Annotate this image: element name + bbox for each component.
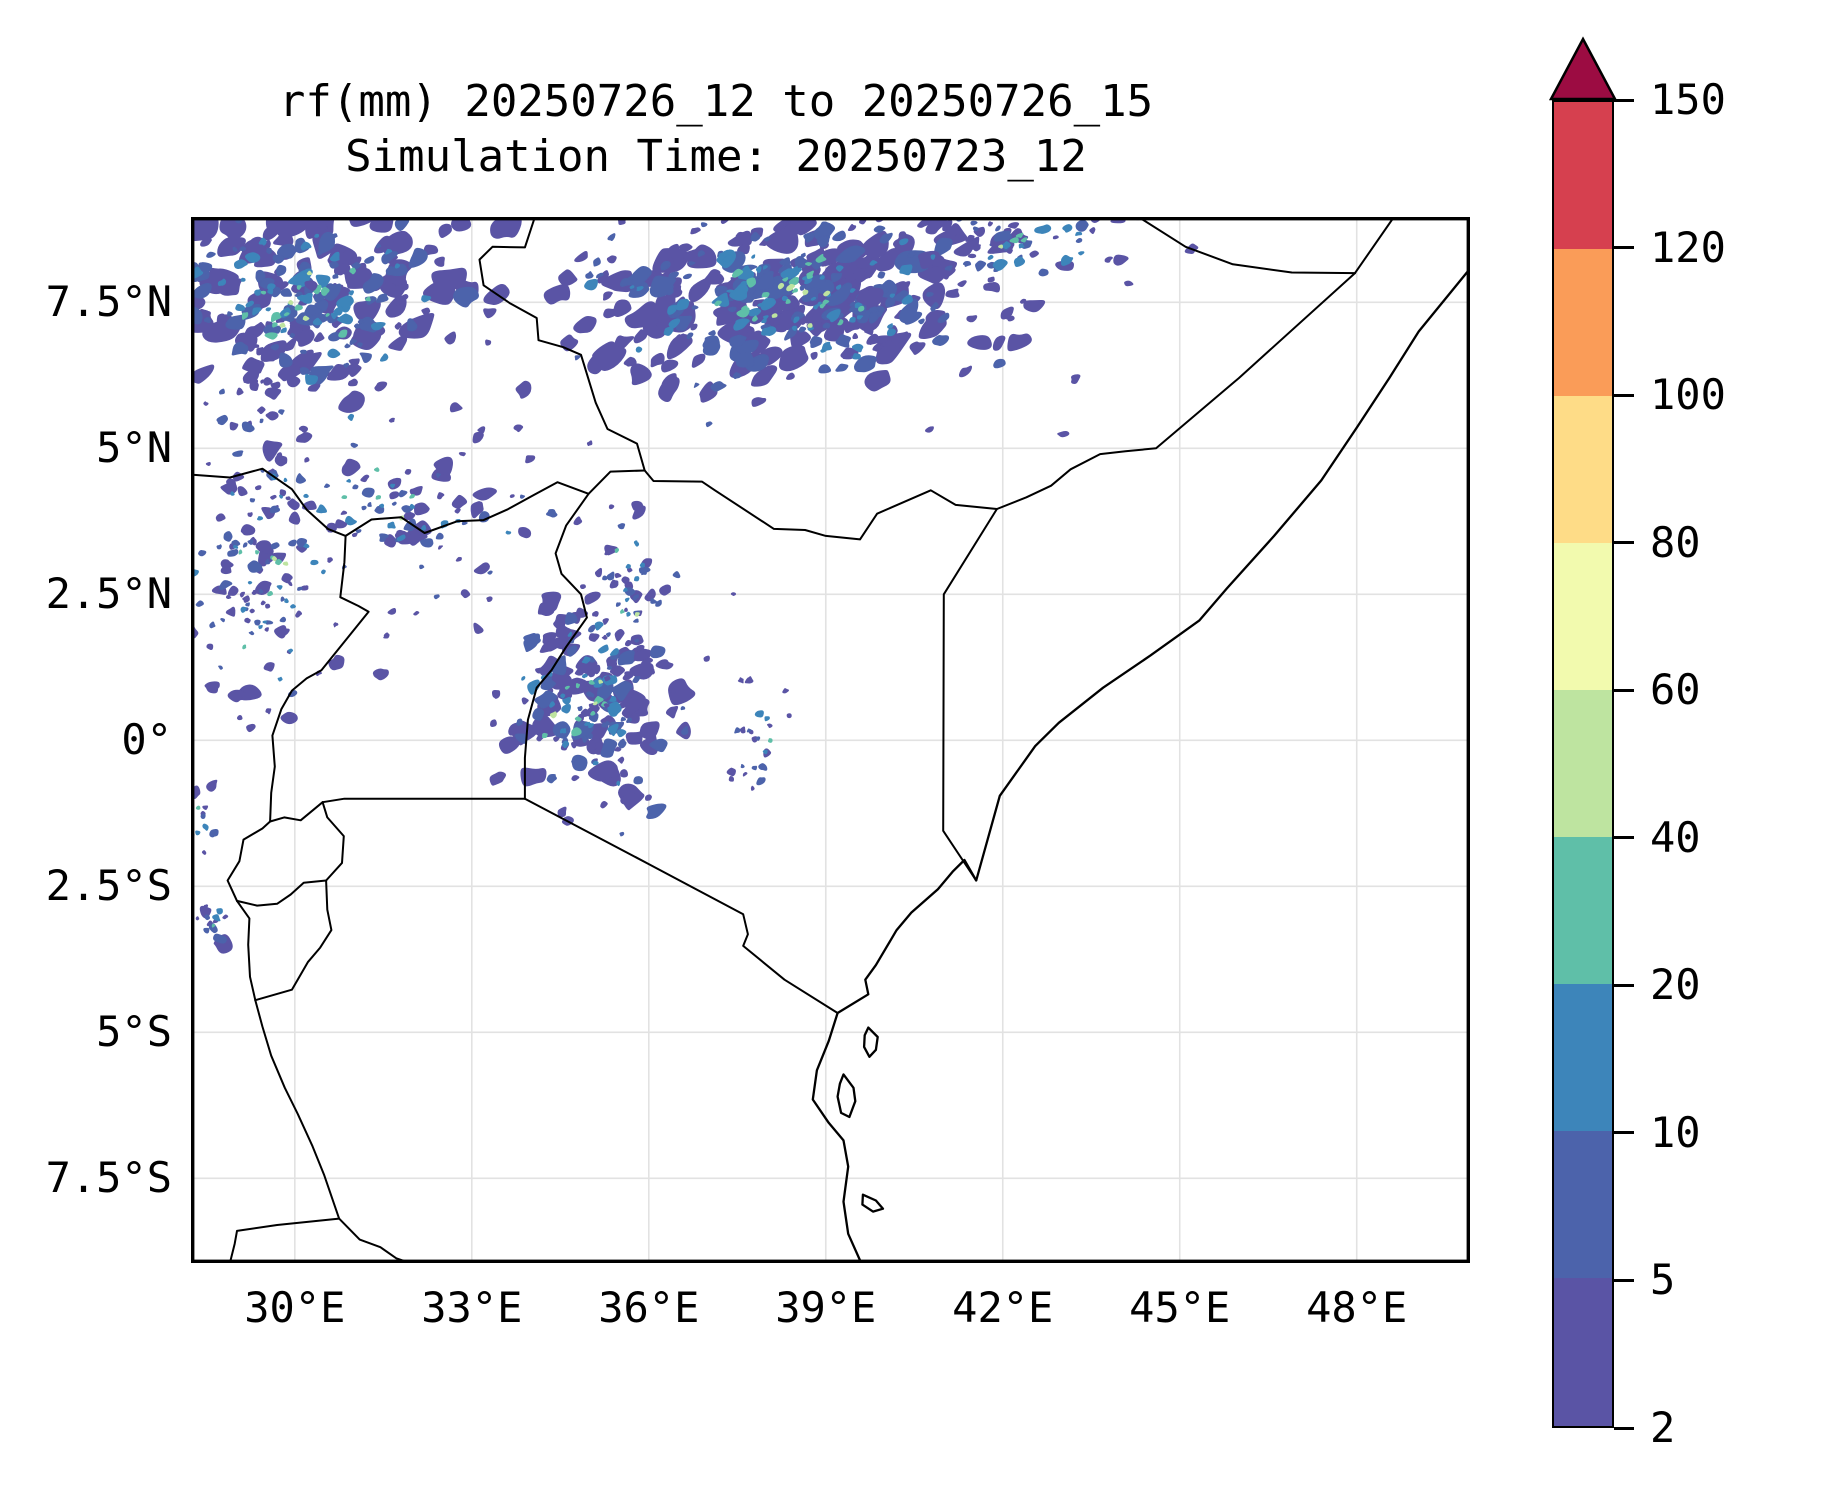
graticule: [191, 217, 1470, 1263]
y-tick-label: 5°N: [96, 423, 172, 473]
colorbar-segment: [1554, 543, 1612, 691]
colorbar-tickmark: [1614, 98, 1634, 102]
plot-title: rf(mm) 20250726_12 to 20250726_15 Simula…: [279, 74, 1153, 184]
colorbar-tick-label: 120: [1650, 222, 1726, 272]
x-tick-label: 36°E: [598, 1283, 700, 1332]
x-tick-label: 48°E: [1306, 1283, 1408, 1332]
map-panel: [191, 217, 1470, 1263]
rainfall-field: [191, 217, 1199, 954]
colorbar-segment: [1554, 249, 1612, 397]
y-tick-label: 0°: [121, 715, 172, 765]
colorbar-segment: [1554, 984, 1612, 1132]
x-tick-label: 42°E: [952, 1283, 1054, 1332]
colorbar-segment: [1554, 1278, 1612, 1426]
country-border: [228, 1217, 341, 1263]
country-border: [236, 899, 257, 1002]
map-frame: [191, 217, 1470, 1263]
colorbar-tick-label: 80: [1650, 517, 1701, 567]
colorbar-tickmark: [1614, 983, 1634, 987]
colorbar-tick-label: 60: [1650, 665, 1701, 715]
colorbar-tickmark: [1614, 541, 1634, 545]
title-line-1: rf(mm) 20250726_12 to 20250726_15: [278, 76, 1154, 127]
country-border: [523, 797, 839, 1014]
country-border: [254, 999, 341, 1220]
island-outline: [862, 1026, 879, 1058]
x-tick-label: 45°E: [1129, 1283, 1231, 1332]
country-border: [643, 469, 998, 541]
country-border: [995, 272, 1356, 510]
colorbar-tickmark: [1614, 1131, 1634, 1135]
colorbar-tick-label: 40: [1650, 812, 1701, 862]
colorbar-extend-arrow: [1548, 36, 1618, 101]
country-border: [254, 879, 333, 1002]
country-border: [269, 534, 370, 823]
country-border: [191, 467, 646, 537]
colorbar-tick-label: 5: [1650, 1255, 1676, 1305]
colorbar-tickmark: [1614, 836, 1634, 840]
colorbar-tick-label: 150: [1650, 75, 1726, 124]
map-canvas: [191, 217, 1470, 1263]
y-tick-label: 5°S: [96, 1007, 172, 1057]
country-border: [942, 508, 998, 882]
colorbar-tickmark: [1614, 246, 1634, 250]
country-border: [478, 217, 646, 472]
country-border: [1354, 217, 1395, 275]
country-border: [1137, 217, 1356, 275]
colorbar-bar: [1552, 100, 1614, 1428]
country-border: [269, 801, 324, 823]
colorbar-tick-label: 10: [1650, 1107, 1701, 1157]
island-outline: [836, 1073, 857, 1119]
colorbar-tickmark: [1614, 393, 1634, 397]
y-tick-label: 2.5°N: [45, 569, 172, 619]
colorbar-tick-label: 100: [1650, 370, 1726, 420]
country-border: [523, 492, 590, 800]
colorbar-segment: [1554, 837, 1612, 985]
country-borders: [191, 217, 1395, 1263]
colorbar-segment: [1554, 102, 1612, 250]
colorbar-segment: [1554, 1131, 1612, 1279]
colorbar-segment: [1554, 690, 1612, 838]
y-tick-label: 2.5°S: [45, 861, 172, 911]
colorbar-segment: [1554, 396, 1612, 544]
coastline: [811, 269, 1470, 1263]
x-tick-label: 30°E: [244, 1283, 346, 1332]
island-outline: [861, 1193, 885, 1213]
title-line-2: Simulation Time: 20250723_12: [345, 131, 1087, 182]
colorbar-tick-label: 20: [1650, 960, 1701, 1010]
colorbar-tick-label: 2: [1650, 1403, 1676, 1452]
x-tick-label: 39°E: [775, 1283, 877, 1332]
y-tick-label: 7.5°N: [45, 277, 172, 327]
colorbar-tickmark: [1614, 688, 1634, 692]
colorbar-tickmark: [1614, 1426, 1634, 1430]
x-tick-label: 33°E: [421, 1283, 523, 1332]
y-tick-label: 7.5°S: [45, 1153, 172, 1203]
country-border: [236, 879, 328, 907]
colorbar-tickmark: [1614, 1278, 1634, 1282]
country-border: [321, 801, 345, 882]
country-border: [321, 797, 526, 804]
country-border: [338, 1217, 411, 1263]
country-border: [226, 820, 272, 902]
